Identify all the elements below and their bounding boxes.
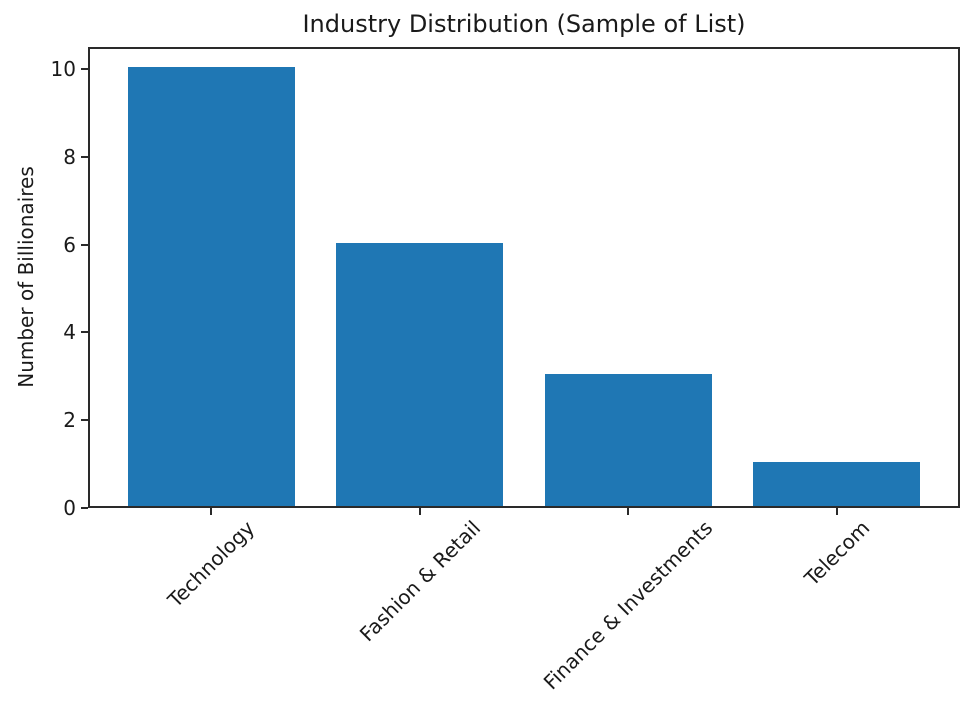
y-tick-label: 6 [63, 232, 76, 257]
y-tick-label: 10 [50, 56, 76, 81]
plot-area [88, 47, 960, 508]
x-tick-mark [835, 508, 838, 515]
y-tick-label: 0 [63, 496, 76, 520]
x-tick-label: Telecom [799, 516, 875, 591]
bar-technology [127, 66, 295, 506]
x-tick-label: Fashion & Retail [354, 515, 485, 647]
x-tick-mark [627, 508, 630, 515]
y-tick-mark [81, 419, 88, 422]
y-tick-label: 2 [63, 408, 76, 433]
y-axis-label: Number of Billionaires [14, 166, 38, 388]
chart-title: Industry Distribution (Sample of List) [302, 10, 746, 38]
y-tick-mark [81, 67, 88, 70]
bar-fashion-retail [336, 242, 504, 506]
y-tick-label: 4 [63, 320, 76, 345]
y-tick-mark [81, 243, 88, 246]
x-tick-mark [210, 508, 213, 515]
x-tick-label: Finance & Investments [539, 516, 718, 695]
x-tick-label: Technology [162, 515, 260, 613]
x-tick-mark [418, 508, 421, 515]
y-tick-mark [81, 155, 88, 158]
y-tick-mark [81, 331, 88, 334]
y-tick-mark [81, 507, 88, 509]
y-tick-label: 8 [63, 144, 76, 169]
bar-telecom [753, 462, 921, 506]
bar-finance-investments [544, 374, 712, 506]
